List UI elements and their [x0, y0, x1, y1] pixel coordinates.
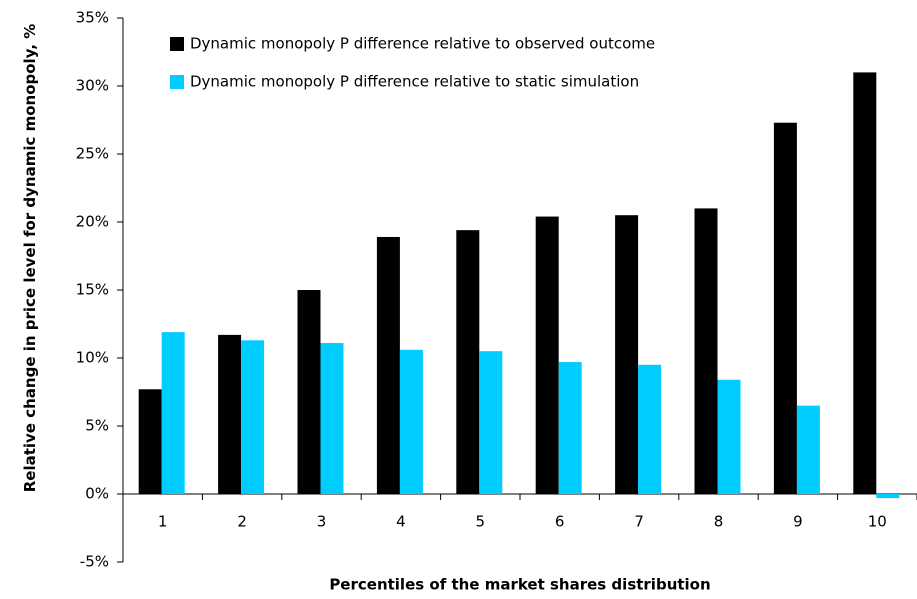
bar [456, 230, 480, 494]
y-axis-title: Relative change in price level for dynam… [21, 23, 39, 493]
y-tick-label: 20% [76, 213, 109, 231]
x-tick-label: 3 [317, 513, 327, 531]
bar [376, 236, 400, 494]
x-tick-label: 7 [634, 513, 644, 531]
y-tick-label: 30% [76, 77, 109, 95]
x-tick-label: 6 [555, 513, 565, 531]
bar [796, 405, 820, 494]
y-tick-label: 0% [85, 485, 109, 503]
y-tick-label: -5% [80, 553, 109, 571]
x-tick-label: 10 [868, 513, 887, 531]
bar [138, 389, 162, 494]
x-tick-label: 4 [396, 513, 406, 531]
legend-swatch [170, 75, 184, 89]
bar [773, 122, 797, 494]
bar [615, 215, 639, 494]
bar [161, 332, 185, 494]
bar [218, 334, 242, 494]
bar [241, 340, 265, 494]
y-tick-label: 15% [76, 281, 109, 299]
x-tick-label: 5 [476, 513, 486, 531]
x-tick-label: 8 [714, 513, 724, 531]
bar [297, 290, 321, 494]
x-tick-label: 2 [237, 513, 247, 531]
bar [853, 72, 877, 495]
legend-swatch [170, 37, 184, 51]
bar [876, 494, 900, 499]
x-axis-title: Percentiles of the market shares distrib… [329, 576, 710, 594]
bar [320, 343, 344, 494]
bar [558, 362, 582, 494]
bar [479, 351, 503, 494]
bar [535, 216, 559, 494]
bar [717, 379, 741, 494]
y-tick-label: 10% [76, 349, 109, 367]
legend-label: Dynamic monopoly P difference relative t… [190, 73, 639, 91]
y-tick-label: 35% [76, 9, 109, 27]
x-tick-label: 1 [158, 513, 168, 531]
bar [694, 208, 718, 494]
x-tick-label: 9 [793, 513, 803, 531]
y-tick-label: 25% [76, 145, 109, 163]
legend-label: Dynamic monopoly P difference relative t… [190, 35, 655, 53]
bar [638, 364, 662, 494]
y-tick-label: 5% [85, 417, 109, 435]
bar [399, 349, 423, 494]
